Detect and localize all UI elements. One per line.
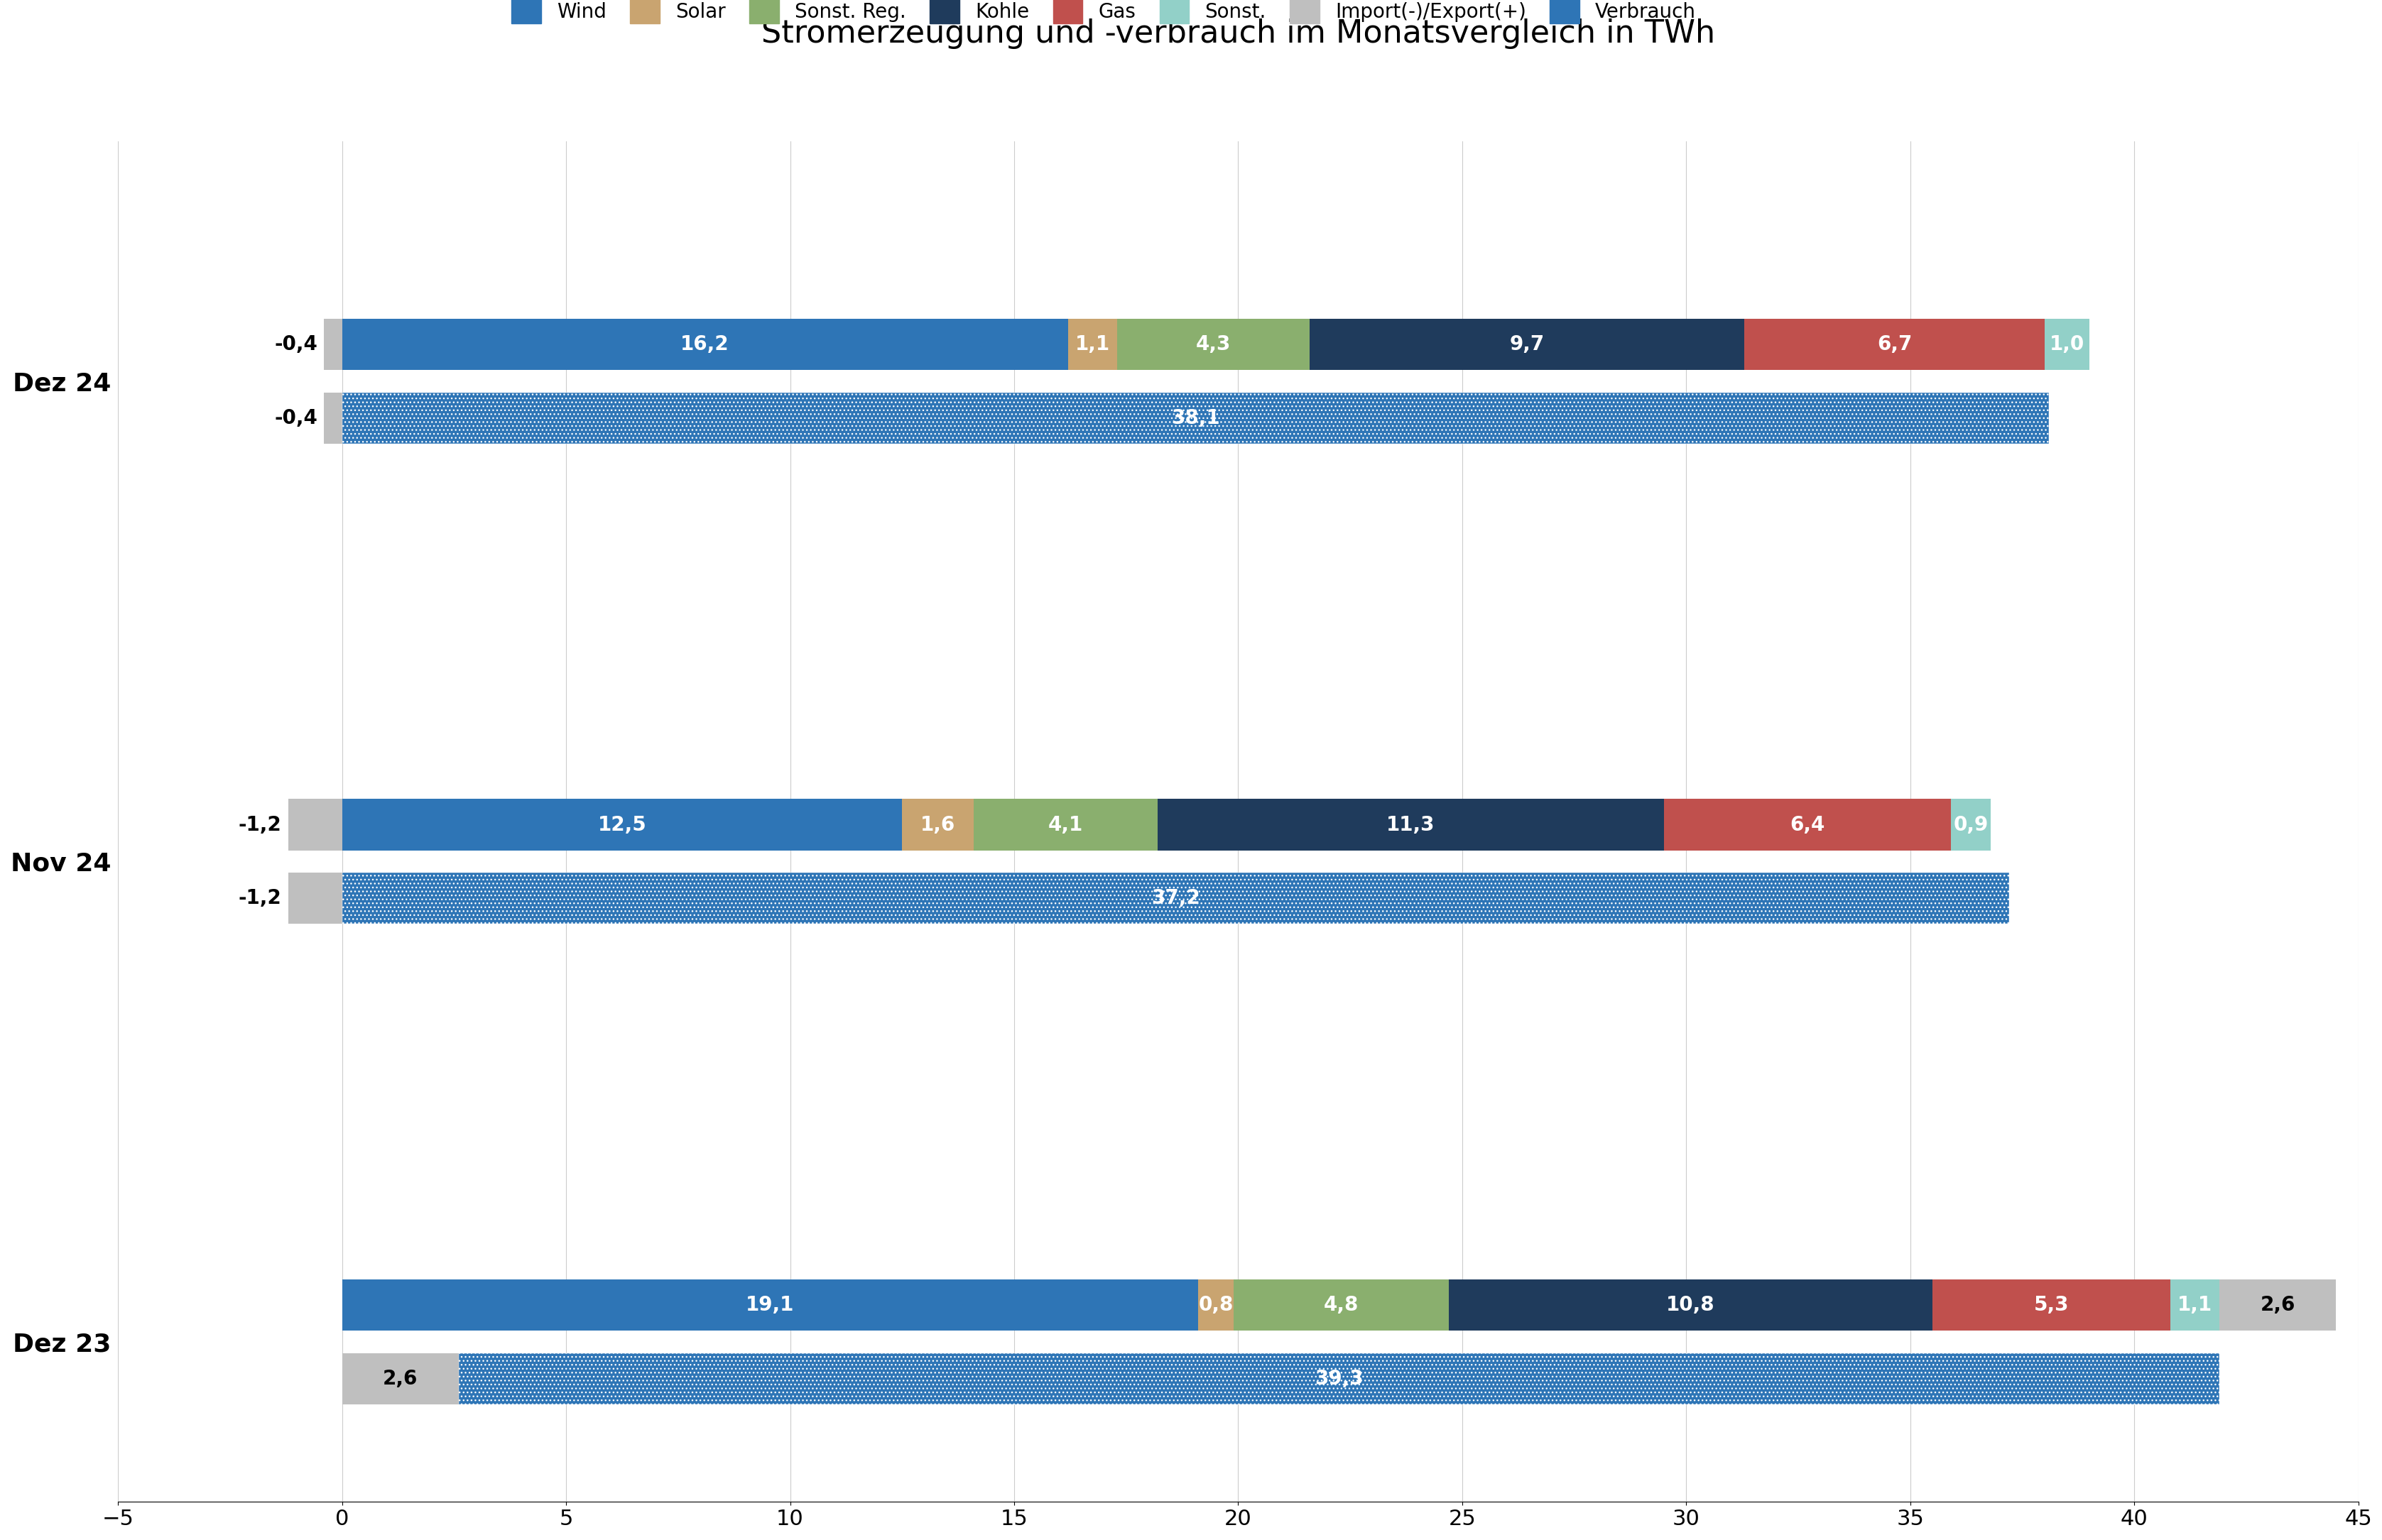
Text: 1,0: 1,0 xyxy=(2049,334,2084,354)
Legend: Wind, Solar, Sonst. Reg., Kohle, Gas, Sonst., Import(-)/Export(+), Verbrauch: Wind, Solar, Sonst. Reg., Kohle, Gas, So… xyxy=(503,0,1703,31)
Title: Stromerzeugung und -verbrauch im Monatsvergleich in TWh: Stromerzeugung und -verbrauch im Monatsv… xyxy=(760,18,1715,49)
Text: -1,2: -1,2 xyxy=(238,815,281,835)
Bar xyxy=(343,799,903,850)
Bar xyxy=(2218,1280,2334,1331)
Text: 12,5: 12,5 xyxy=(598,815,646,835)
Bar xyxy=(343,873,2008,924)
Bar xyxy=(343,393,2049,444)
Text: 6,4: 6,4 xyxy=(1789,815,1825,835)
Bar xyxy=(324,393,343,444)
Bar xyxy=(1744,319,2044,370)
Text: 0,9: 0,9 xyxy=(1953,815,1987,835)
Bar xyxy=(343,1280,1198,1331)
Bar xyxy=(1117,319,1310,370)
Bar xyxy=(1448,1280,1932,1331)
Text: 37,2: 37,2 xyxy=(1151,889,1201,909)
Bar xyxy=(974,799,1158,850)
Text: 2,6: 2,6 xyxy=(2261,1295,2294,1315)
Bar xyxy=(1932,1280,2170,1331)
Text: 38,1: 38,1 xyxy=(1172,408,1220,428)
Bar xyxy=(457,1354,2218,1404)
Bar xyxy=(1663,799,1951,850)
Text: 16,2: 16,2 xyxy=(681,334,729,354)
Bar xyxy=(2044,319,2089,370)
Text: 1,1: 1,1 xyxy=(2177,1295,2210,1315)
Bar xyxy=(903,799,974,850)
Text: 6,7: 6,7 xyxy=(1877,334,1910,354)
Text: 39,3: 39,3 xyxy=(1315,1369,1363,1389)
Bar xyxy=(343,319,1067,370)
Bar xyxy=(2170,1280,2218,1331)
Bar xyxy=(1158,799,1663,850)
Text: -0,4: -0,4 xyxy=(274,408,317,428)
Text: 5,3: 5,3 xyxy=(2034,1295,2068,1315)
Bar xyxy=(1067,319,1117,370)
Text: 4,8: 4,8 xyxy=(1324,1295,1358,1315)
Text: 1,1: 1,1 xyxy=(1074,334,1110,354)
Text: 0,8: 0,8 xyxy=(1198,1295,1234,1315)
Text: 9,7: 9,7 xyxy=(1510,334,1544,354)
Bar xyxy=(1951,799,1991,850)
Text: 4,3: 4,3 xyxy=(1196,334,1231,354)
Text: 19,1: 19,1 xyxy=(746,1295,793,1315)
Bar xyxy=(1234,1280,1448,1331)
Bar xyxy=(288,873,343,924)
Text: 1,6: 1,6 xyxy=(919,815,955,835)
Bar xyxy=(1198,1280,1234,1331)
Text: 2,6: 2,6 xyxy=(384,1369,417,1389)
Text: -0,4: -0,4 xyxy=(274,334,317,354)
Text: 4,1: 4,1 xyxy=(1048,815,1084,835)
Bar xyxy=(1310,319,1744,370)
Bar xyxy=(324,319,343,370)
Text: 11,3: 11,3 xyxy=(1386,815,1434,835)
Text: -1,2: -1,2 xyxy=(238,889,281,909)
Bar xyxy=(288,799,343,850)
Text: 10,8: 10,8 xyxy=(1665,1295,1715,1315)
Bar xyxy=(343,1354,457,1404)
